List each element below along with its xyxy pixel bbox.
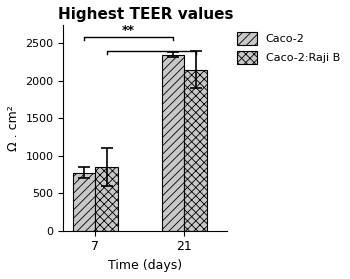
Text: **: ** bbox=[122, 24, 135, 37]
Bar bbox=[162, 54, 184, 231]
Legend: Caco-2, Caco-2:Raji B: Caco-2, Caco-2:Raji B bbox=[234, 30, 342, 66]
Bar bbox=[184, 69, 207, 231]
Y-axis label: Ω . cm²: Ω . cm² bbox=[7, 105, 20, 150]
Title: Highest TEER values: Highest TEER values bbox=[57, 7, 233, 22]
X-axis label: Time (days): Time (days) bbox=[108, 259, 182, 272]
Bar bbox=[72, 173, 96, 231]
Bar bbox=[96, 167, 118, 231]
